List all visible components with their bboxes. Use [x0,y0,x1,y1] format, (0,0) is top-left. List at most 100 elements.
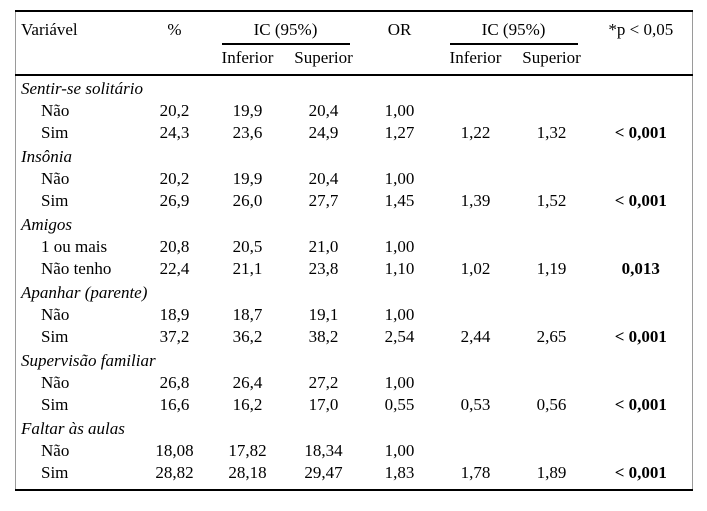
table-header: Variável % IC (95%) OR IC (95%) *p < 0,0… [15,11,693,75]
ci1-lower-value: 17,82 [228,441,267,460]
ci1-upper-value: 24,9 [308,123,339,142]
ci2-upper-value: 1,32 [536,123,567,142]
ci-group-1-label: IC (95%) [221,20,350,45]
table-body: Sentir-se solitário Não 20,2 19,9 20,4 1,00 Si… [16,75,693,490]
ci1-upper-value: 19,1 [308,305,339,324]
column-header-variable: Variável [21,20,78,39]
row-label: Sim [41,327,69,346]
or-value: 0,55 [384,395,415,414]
ci2-lower-value [438,236,514,258]
variable-section-row: Insônia [16,144,693,168]
variable-section-row: Apanhar (parente) [16,280,693,304]
variable-section-row: Faltar às aulas [16,416,693,440]
header-row-2: Inferior Superior Inferior Superior [16,45,693,75]
variable-section-name: Insônia [21,147,72,166]
p-value: < 0,001 [614,327,667,346]
ci2-upper-value [514,304,590,326]
column-header-percent: % [167,20,182,39]
table-row: Não tenho 22,4 21,1 23,8 1,10 1,02 1,19 0,013 [16,258,693,280]
column-header-ci2-lower: Inferior [449,48,502,67]
ci2-upper-value [514,168,590,190]
ci2-lower-value: 2,44 [460,327,491,346]
ci2-lower-value [438,304,514,326]
ci1-upper-value: 20,4 [308,169,339,188]
table-row: Não 20,2 19,9 20,4 1,00 [16,168,693,190]
ci2-lower-value: 1,22 [460,123,491,142]
percent-value: 18,9 [159,305,190,324]
table-row: Sim 26,9 26,0 27,7 1,45 1,39 1,52 < 0,001 [16,190,693,212]
table-row: Não 18,9 18,7 19,1 1,00 [16,304,693,326]
table-row: Não 20,2 19,9 20,4 1,00 [16,100,693,122]
ci1-lower-value: 21,1 [232,259,263,278]
p-value [590,236,693,258]
column-header-ci1-lower: Inferior [221,48,274,67]
percent-value: 26,9 [159,191,190,210]
p-value: < 0,001 [614,395,667,414]
column-group-ci-2: IC (95%) [438,11,590,45]
ci1-upper-value: 23,8 [308,259,339,278]
row-label: Sim [41,395,69,414]
percent-value: 24,3 [159,123,190,142]
ci2-lower-value [438,372,514,394]
row-label: Não [41,101,70,120]
or-value: 1,45 [384,191,415,210]
column-group-ci-1: IC (95%) [210,11,362,45]
variable-section-row: Sentir-se solitário [16,75,693,100]
column-header-p-value: *p < 0,05 [608,20,674,39]
table-row: Sim 24,3 23,6 24,9 1,27 1,22 1,32 < 0,001 [16,122,693,144]
ci2-lower-value [438,440,514,462]
statistics-table-container: Variável % IC (95%) OR IC (95%) *p < 0,0… [15,10,694,491]
ci1-upper-value: 38,2 [308,327,339,346]
or-value: 1,00 [384,305,415,324]
percent-value: 37,2 [159,327,190,346]
column-header-ci1-upper: Superior [294,48,353,67]
ci1-upper-value: 27,2 [308,373,339,392]
ci2-upper-value: 0,56 [536,395,567,414]
p-value [590,440,693,462]
ci1-lower-value: 28,18 [228,463,267,482]
p-value [590,100,693,122]
ci2-upper-value [514,372,590,394]
header-row-1: Variável % IC (95%) OR IC (95%) *p < 0,0… [16,11,693,45]
row-label: Não [41,441,70,460]
ci2-lower-value [438,100,514,122]
table-row: Sim 37,2 36,2 38,2 2,54 2,44 2,65 < 0,001 [16,326,693,348]
ci2-upper-value: 1,52 [536,191,567,210]
ci2-lower-value: 1,39 [460,191,491,210]
ci1-upper-value: 17,0 [308,395,339,414]
row-label: 1 ou mais [41,237,108,256]
percent-value: 18,08 [155,441,194,460]
or-value: 1,00 [384,169,415,188]
ci2-lower-value: 1,02 [460,259,491,278]
row-label: Não [41,169,70,188]
p-value: < 0,001 [614,191,667,210]
or-value: 1,00 [384,237,415,256]
percent-value: 16,6 [159,395,190,414]
table-row: Sim 28,82 28,18 29,47 1,83 1,78 1,89 < 0,001 [16,462,693,490]
ci1-upper-value: 21,0 [308,237,339,256]
ci1-upper-value: 29,47 [304,463,343,482]
or-value: 2,54 [384,327,415,346]
row-label: Não tenho [41,259,112,278]
variable-section-row: Supervisão familiar [16,348,693,372]
variable-section-name: Faltar às aulas [21,419,125,438]
or-value: 1,00 [384,101,415,120]
ci2-upper-value [514,440,590,462]
ci1-lower-value: 26,4 [232,373,263,392]
variable-section-name: Supervisão familiar [21,351,156,370]
ci2-upper-value [514,236,590,258]
column-header-ci2-upper: Superior [522,48,581,67]
p-value: < 0,001 [614,123,667,142]
ci1-lower-value: 23,6 [232,123,263,142]
variable-section-name: Amigos [21,215,72,234]
percent-value: 28,82 [155,463,194,482]
table-row: 1 ou mais 20,8 20,5 21,0 1,00 [16,236,693,258]
ci2-lower-value: 1,78 [460,463,491,482]
ci1-lower-value: 18,7 [232,305,263,324]
table-row: Sim 16,6 16,2 17,0 0,55 0,53 0,56 < 0,001 [16,394,693,416]
row-label: Sim [41,123,69,142]
column-header-or: OR [387,20,412,39]
variable-section-name: Apanhar (parente) [21,283,148,302]
or-value: 1,10 [384,259,415,278]
percent-value: 20,2 [159,169,190,188]
